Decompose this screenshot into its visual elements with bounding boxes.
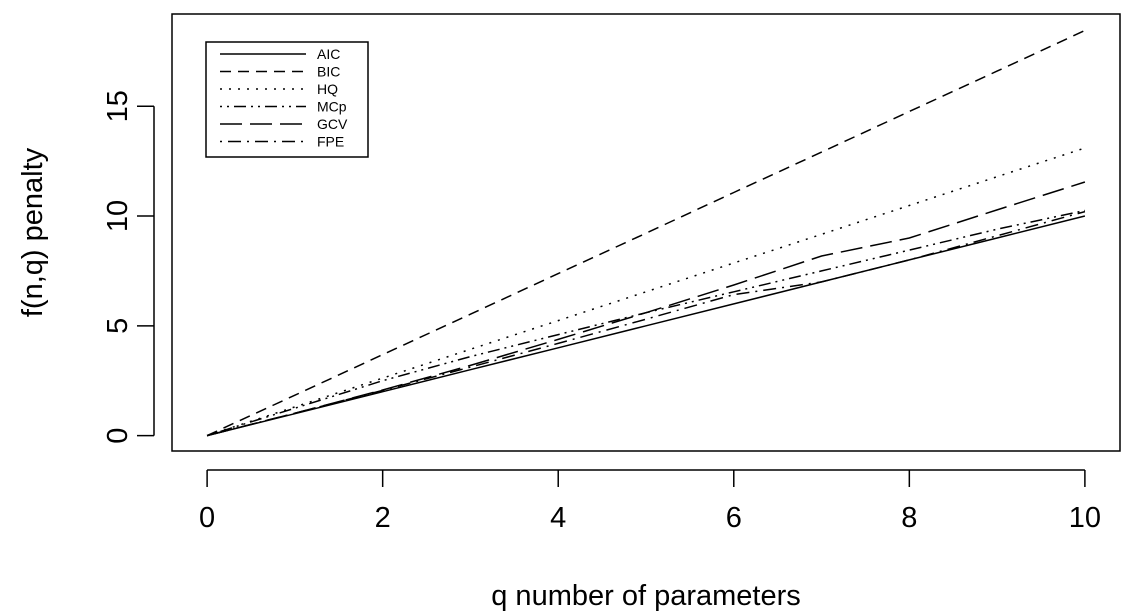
legend-label-mcp: MCp: [317, 99, 347, 115]
x-tick-label: 0: [199, 502, 215, 534]
legend-label-gcv: GCV: [317, 116, 348, 132]
legend-label-hq: HQ: [317, 81, 338, 97]
y-tick-label: 10: [102, 200, 134, 232]
series-line-hq: [206, 147, 1086, 437]
y-tick-label: 5: [102, 318, 134, 334]
y-tick-label: 0: [102, 428, 134, 444]
x-tick-label: 8: [901, 502, 917, 534]
y-tick-label: 15: [102, 90, 134, 122]
x-tick-label: 4: [550, 502, 566, 534]
y-axis-title: f(n,q) penalty: [17, 147, 49, 317]
series-line-fpe: [206, 210, 1086, 437]
x-tick-label: 2: [375, 502, 391, 534]
plot-frame: [171, 13, 1121, 452]
series-line-gcv: [206, 181, 1086, 437]
x-tick-label: 10: [1069, 502, 1101, 534]
legend-label-bic: BIC: [317, 64, 340, 80]
series-layer: [206, 29, 1086, 437]
x-tick-label: 6: [726, 502, 742, 534]
legend-box: [205, 41, 369, 158]
x-axis-title: q number of parameters: [491, 580, 800, 612]
series-line-aic: [206, 215, 1086, 437]
legend-label-fpe: FPE: [317, 134, 344, 150]
legend-label-aic: AIC: [317, 46, 340, 62]
axis-layer: 0 2 4 6 8 10 0 5 10 15: [102, 90, 1101, 534]
